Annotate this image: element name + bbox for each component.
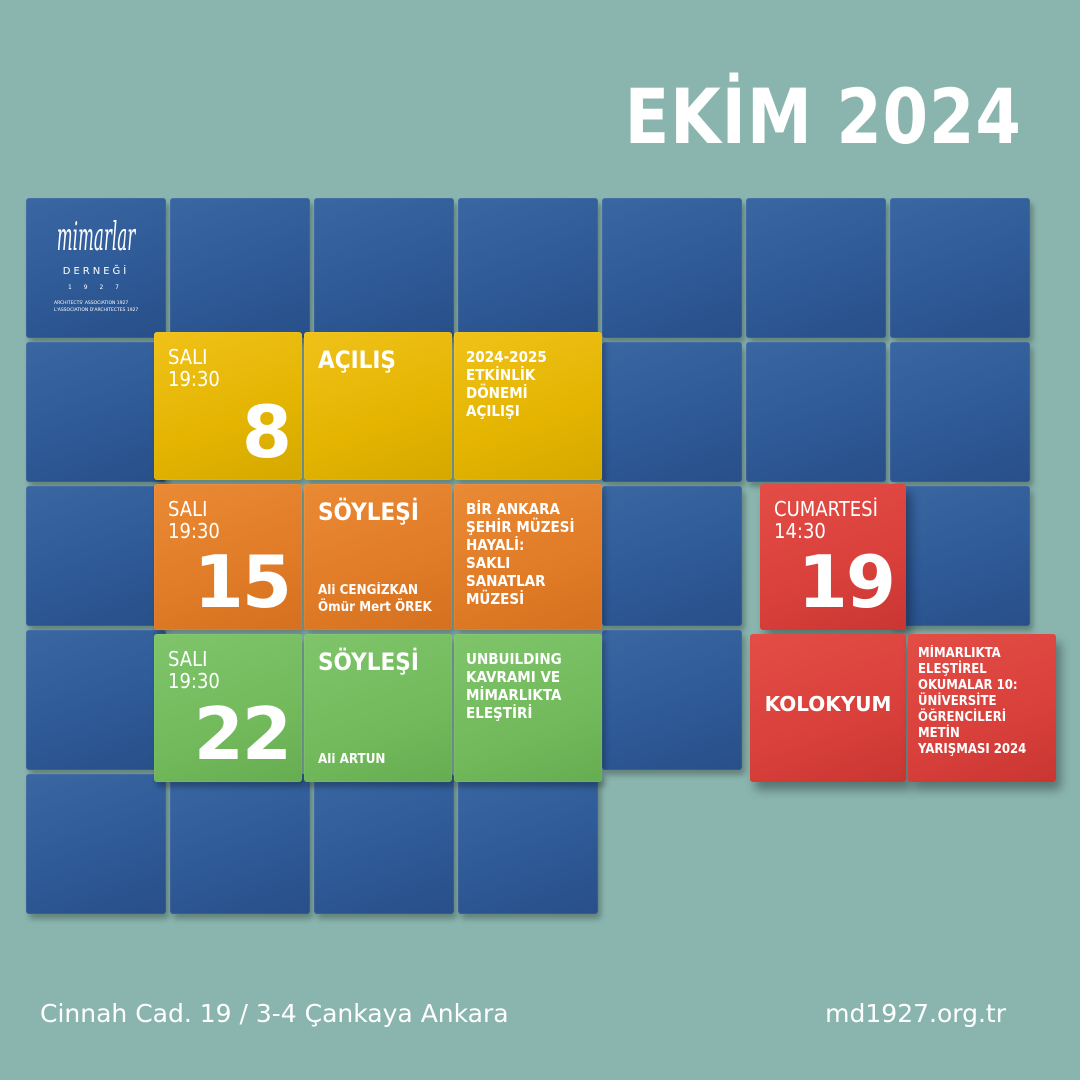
description-line: 2024-2025 bbox=[466, 348, 547, 366]
description-line: BİR ANKARA bbox=[466, 500, 560, 518]
description-line: DÖNEMİ bbox=[466, 384, 528, 402]
event-kind: KOLOKYUM bbox=[764, 692, 892, 716]
description-line: ŞEHİR MÜZESİ bbox=[466, 518, 575, 536]
logo-graphic: mimarlar DERNEĞİ 1 9 2 7 ARCHITECTS' ASS… bbox=[54, 215, 138, 313]
grid-tile bbox=[170, 198, 310, 338]
description-line: KAVRAMI VE bbox=[466, 668, 561, 686]
logo-year: 1 9 2 7 bbox=[68, 284, 124, 291]
page-title: EKİM 2024 bbox=[624, 72, 1022, 161]
event-kind: SÖYLEŞİ bbox=[318, 648, 419, 676]
logo-line2: L'ASSOCIATION D'ARCHITECTES 1927 bbox=[54, 307, 138, 313]
event-date-number: 19 bbox=[797, 540, 896, 624]
event-day-label: SALI bbox=[168, 345, 208, 369]
grid-tile bbox=[26, 198, 166, 338]
event-8-description-tile[interactable]: 2024-2025 ETKİNLİK DÖNEMİ AÇILIŞI bbox=[454, 332, 602, 480]
description-line: ÖĞRENCİLERİ bbox=[918, 710, 1007, 725]
description-line: ELEŞTİREL bbox=[918, 662, 987, 677]
grid-tile bbox=[314, 774, 454, 914]
event-22-description-tile[interactable]: UNBUILDING KAVRAMI VE MİMARLIKTA ELEŞTİR… bbox=[454, 634, 602, 782]
event-speakers: Ali CENGİZKAN Ömür Mert ÖREK bbox=[318, 582, 432, 616]
event-kind: AÇILIŞ bbox=[318, 346, 396, 374]
description-line: SANATLAR bbox=[466, 572, 546, 590]
event-day: SALI 19:30 bbox=[168, 648, 220, 692]
event-description: MİMARLIKTA ELEŞTİREL OKUMALAR 10: ÜNİVER… bbox=[918, 646, 1026, 758]
grid-tile bbox=[602, 198, 742, 338]
description-line: ETKİNLİK bbox=[466, 366, 536, 384]
description-line: SAKLI bbox=[466, 554, 511, 572]
event-15-date-tile[interactable]: SALI 19:30 15 bbox=[154, 484, 302, 630]
event-time: 19:30 bbox=[168, 669, 220, 693]
event-day: SALI 19:30 bbox=[168, 498, 220, 542]
event-date-number: 22 bbox=[193, 692, 292, 776]
event-day-label: SALI bbox=[168, 647, 208, 671]
grid-tile bbox=[746, 342, 886, 482]
footer-address: Cinnah Cad. 19 / 3-4 Çankaya Ankara bbox=[40, 999, 509, 1028]
event-time: 19:30 bbox=[168, 367, 220, 391]
event-8-kind-tile[interactable]: AÇILIŞ bbox=[304, 332, 452, 480]
event-day: CUMARTESİ 14:30 bbox=[774, 498, 878, 542]
grid-tile bbox=[458, 198, 598, 338]
logo-line1: ARCHITECTS' ASSOCIATION 1927 bbox=[54, 300, 128, 306]
description-line: MİMARLIKTA bbox=[918, 646, 1001, 661]
grid-tile bbox=[890, 342, 1030, 482]
grid-tile bbox=[170, 774, 310, 914]
grid-tile bbox=[458, 774, 598, 914]
grid-tile bbox=[890, 198, 1030, 338]
grid-tile bbox=[602, 342, 742, 482]
grid-tile bbox=[26, 342, 166, 482]
event-day-label: CUMARTESİ bbox=[774, 497, 878, 521]
event-22-date-tile[interactable]: SALI 19:30 22 bbox=[154, 634, 302, 782]
footer-website-link[interactable]: md1927.org.tr bbox=[825, 999, 1006, 1028]
grid-tile bbox=[602, 486, 742, 626]
event-day-label: SALI bbox=[168, 497, 208, 521]
event-19-description-tile[interactable]: MİMARLIKTA ELEŞTİREL OKUMALAR 10: ÜNİVER… bbox=[908, 634, 1056, 782]
description-line: AÇILIŞI bbox=[466, 402, 520, 420]
grid-tile bbox=[26, 486, 166, 626]
description-line: YARIŞMASI 2024 bbox=[918, 742, 1027, 757]
event-date-number: 15 bbox=[193, 540, 292, 624]
event-date-number: 8 bbox=[241, 390, 292, 474]
description-line: MÜZESİ bbox=[466, 590, 525, 608]
grid-tile bbox=[26, 630, 166, 770]
grid-tile bbox=[26, 774, 166, 914]
description-line: OKUMALAR 10: bbox=[918, 678, 1018, 693]
event-description: 2024-2025 ETKİNLİK DÖNEMİ AÇILIŞI bbox=[466, 348, 547, 420]
event-day: SALI 19:30 bbox=[168, 346, 220, 390]
event-15-description-tile[interactable]: BİR ANKARA ŞEHİR MÜZESİ HAYALİ: SAKLI SA… bbox=[454, 484, 602, 630]
grid-tile bbox=[890, 486, 1030, 626]
event-time: 14:30 bbox=[774, 519, 826, 543]
description-line: UNBUILDING bbox=[466, 650, 562, 668]
event-time: 19:30 bbox=[168, 519, 220, 543]
speaker-name: Ali ARTUN bbox=[318, 752, 386, 767]
event-22-kind-tile[interactable]: SÖYLEŞİ Ali ARTUN bbox=[304, 634, 452, 782]
description-line: METİN bbox=[918, 726, 960, 741]
logo-wordmark: mimarlar bbox=[57, 215, 136, 261]
event-description: BİR ANKARA ŞEHİR MÜZESİ HAYALİ: SAKLI SA… bbox=[466, 500, 575, 608]
grid-tile bbox=[602, 630, 742, 770]
logo-sub: DERNEĞİ bbox=[63, 264, 129, 277]
event-19-date-tile[interactable]: CUMARTESİ 14:30 19 bbox=[760, 484, 906, 630]
mimarlar-dernegi-logo: mimarlar DERNEĞİ 1 9 2 7 ARCHITECTS' ASS… bbox=[26, 198, 166, 338]
event-speakers: Ali ARTUN bbox=[318, 751, 385, 768]
event-description: UNBUILDING KAVRAMI VE MİMARLIKTA ELEŞTİR… bbox=[466, 650, 562, 722]
event-19-kind-tile[interactable]: KOLOKYUM bbox=[750, 634, 906, 782]
description-line: ELEŞTİRİ bbox=[466, 704, 533, 722]
description-line: HAYALİ: bbox=[466, 536, 525, 554]
grid-tile bbox=[746, 198, 886, 338]
description-line: ÜNİVERSİTE bbox=[918, 694, 997, 709]
speaker-name: Ali CENGİZKAN bbox=[318, 583, 419, 598]
speaker-name: Ömür Mert ÖREK bbox=[318, 600, 432, 615]
description-line: MİMARLIKTA bbox=[466, 686, 562, 704]
event-8-date-tile[interactable]: SALI 19:30 8 bbox=[154, 332, 302, 480]
grid-tile bbox=[314, 198, 454, 338]
event-15-kind-tile[interactable]: SÖYLEŞİ Ali CENGİZKAN Ömür Mert ÖREK bbox=[304, 484, 452, 630]
event-kind: SÖYLEŞİ bbox=[318, 498, 419, 526]
